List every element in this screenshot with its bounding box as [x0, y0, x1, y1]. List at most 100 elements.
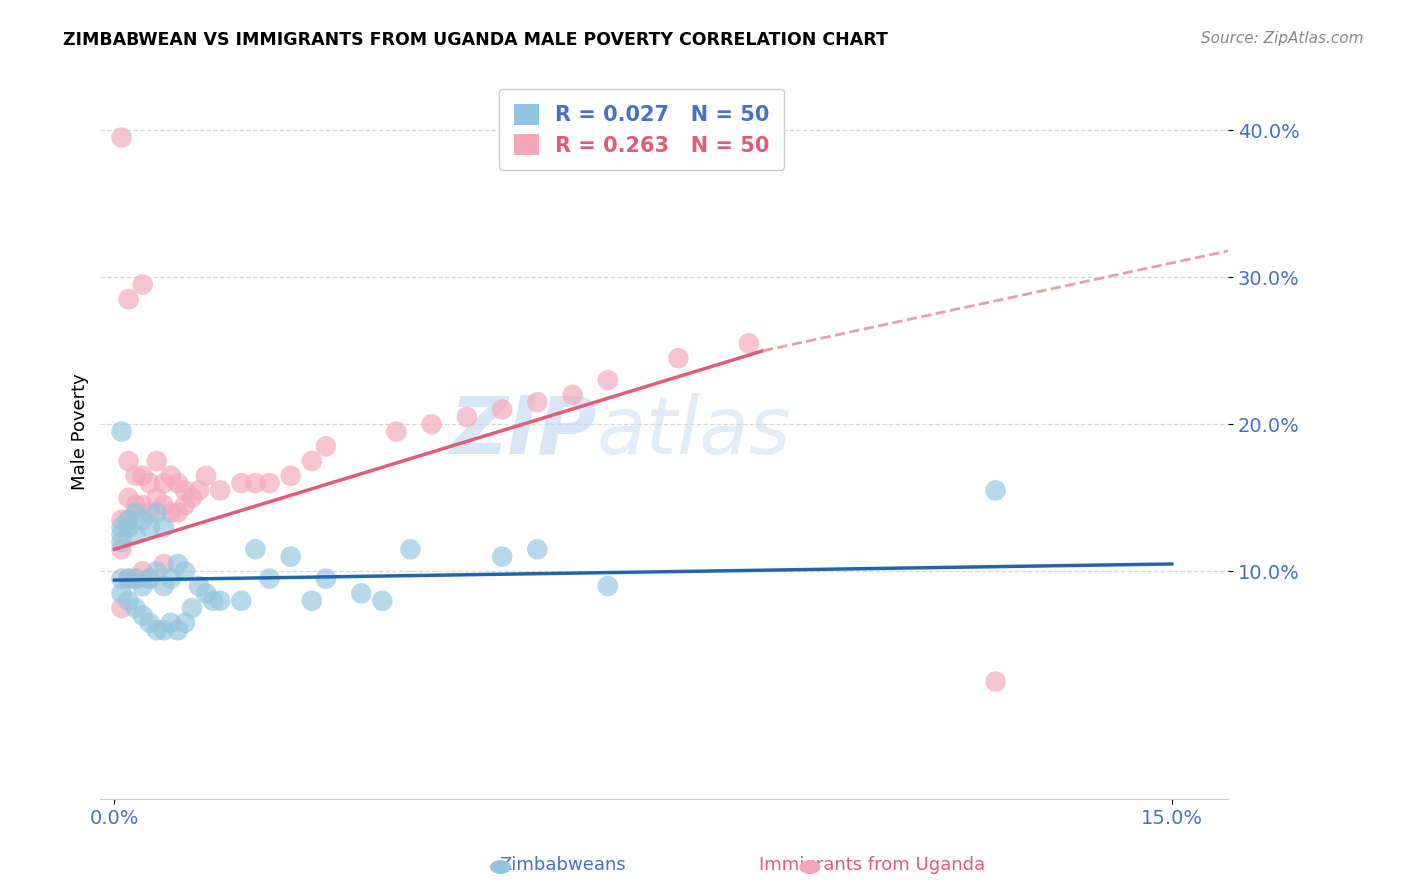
Point	[117, 593, 139, 607]
Y-axis label: Male Poverty: Male Poverty	[72, 373, 89, 490]
Point	[117, 513, 139, 527]
Point	[117, 572, 139, 586]
Point	[209, 593, 232, 607]
Point	[491, 549, 513, 564]
Text: Zimbabweans: Zimbabweans	[499, 855, 626, 873]
Point	[245, 476, 267, 491]
Point	[124, 468, 146, 483]
Point	[371, 593, 394, 607]
Point	[195, 586, 218, 600]
Point	[420, 417, 443, 432]
Point	[245, 542, 267, 557]
Point	[131, 513, 153, 527]
Point	[145, 491, 167, 505]
Point	[131, 498, 153, 512]
Point	[526, 542, 548, 557]
Point	[174, 483, 197, 498]
Point	[167, 557, 190, 571]
Point	[145, 506, 167, 520]
Point	[666, 351, 689, 365]
Point	[145, 454, 167, 468]
Point	[167, 506, 190, 520]
Point	[124, 527, 146, 541]
Point	[259, 572, 281, 586]
Point	[259, 476, 281, 491]
Point	[167, 623, 190, 637]
Point	[131, 468, 153, 483]
Point	[491, 402, 513, 417]
Point	[174, 498, 197, 512]
Point	[561, 388, 583, 402]
Point	[138, 572, 160, 586]
Point	[181, 491, 204, 505]
Point	[456, 409, 478, 424]
Point	[209, 483, 232, 498]
Point	[174, 615, 197, 630]
Point	[174, 564, 197, 578]
Point	[145, 623, 167, 637]
Point	[984, 483, 1007, 498]
Point	[152, 579, 174, 593]
Point	[188, 483, 211, 498]
Point	[110, 572, 132, 586]
Text: ZIMBABWEAN VS IMMIGRANTS FROM UGANDA MALE POVERTY CORRELATION CHART: ZIMBABWEAN VS IMMIGRANTS FROM UGANDA MAL…	[63, 31, 889, 49]
Point	[138, 506, 160, 520]
Point	[315, 572, 337, 586]
Point	[110, 527, 132, 541]
Point	[350, 586, 373, 600]
Point	[167, 476, 190, 491]
Point	[110, 520, 132, 534]
Legend: R = 0.027   N = 50, R = 0.263   N = 50: R = 0.027 N = 50, R = 0.263 N = 50	[499, 89, 785, 170]
Text: Source: ZipAtlas.com: Source: ZipAtlas.com	[1201, 31, 1364, 46]
Point	[984, 674, 1007, 689]
Point	[231, 593, 253, 607]
Point	[138, 520, 160, 534]
Point	[152, 520, 174, 534]
Point	[110, 542, 132, 557]
Point	[152, 476, 174, 491]
Point	[138, 615, 160, 630]
Point	[124, 601, 146, 615]
Point	[110, 425, 132, 439]
Text: ZIP: ZIP	[449, 392, 596, 471]
Point	[152, 498, 174, 512]
Point	[596, 579, 619, 593]
Point	[152, 623, 174, 637]
Point	[301, 593, 323, 607]
Point	[399, 542, 422, 557]
Point	[117, 513, 139, 527]
Point	[124, 572, 146, 586]
Point	[195, 468, 218, 483]
Point	[145, 564, 167, 578]
Point	[131, 277, 153, 292]
Point	[117, 572, 139, 586]
Point	[231, 476, 253, 491]
Point	[124, 498, 146, 512]
Point	[131, 608, 153, 623]
Point	[117, 520, 139, 534]
Point	[110, 586, 132, 600]
Point	[152, 557, 174, 571]
Point	[202, 593, 225, 607]
Text: Immigrants from Uganda: Immigrants from Uganda	[759, 855, 984, 873]
Point	[301, 454, 323, 468]
Point	[110, 130, 132, 145]
Point	[280, 549, 302, 564]
Point	[160, 468, 183, 483]
Point	[188, 579, 211, 593]
Point	[526, 395, 548, 409]
Point	[160, 615, 183, 630]
Point	[110, 535, 132, 549]
Point	[138, 572, 160, 586]
Point	[160, 572, 183, 586]
Point	[117, 491, 139, 505]
Point	[138, 476, 160, 491]
Point	[110, 513, 132, 527]
Text: atlas: atlas	[596, 392, 792, 471]
Point	[385, 425, 408, 439]
Point	[181, 601, 204, 615]
Point	[131, 579, 153, 593]
Point	[738, 336, 761, 351]
Point	[315, 439, 337, 453]
Point	[160, 506, 183, 520]
